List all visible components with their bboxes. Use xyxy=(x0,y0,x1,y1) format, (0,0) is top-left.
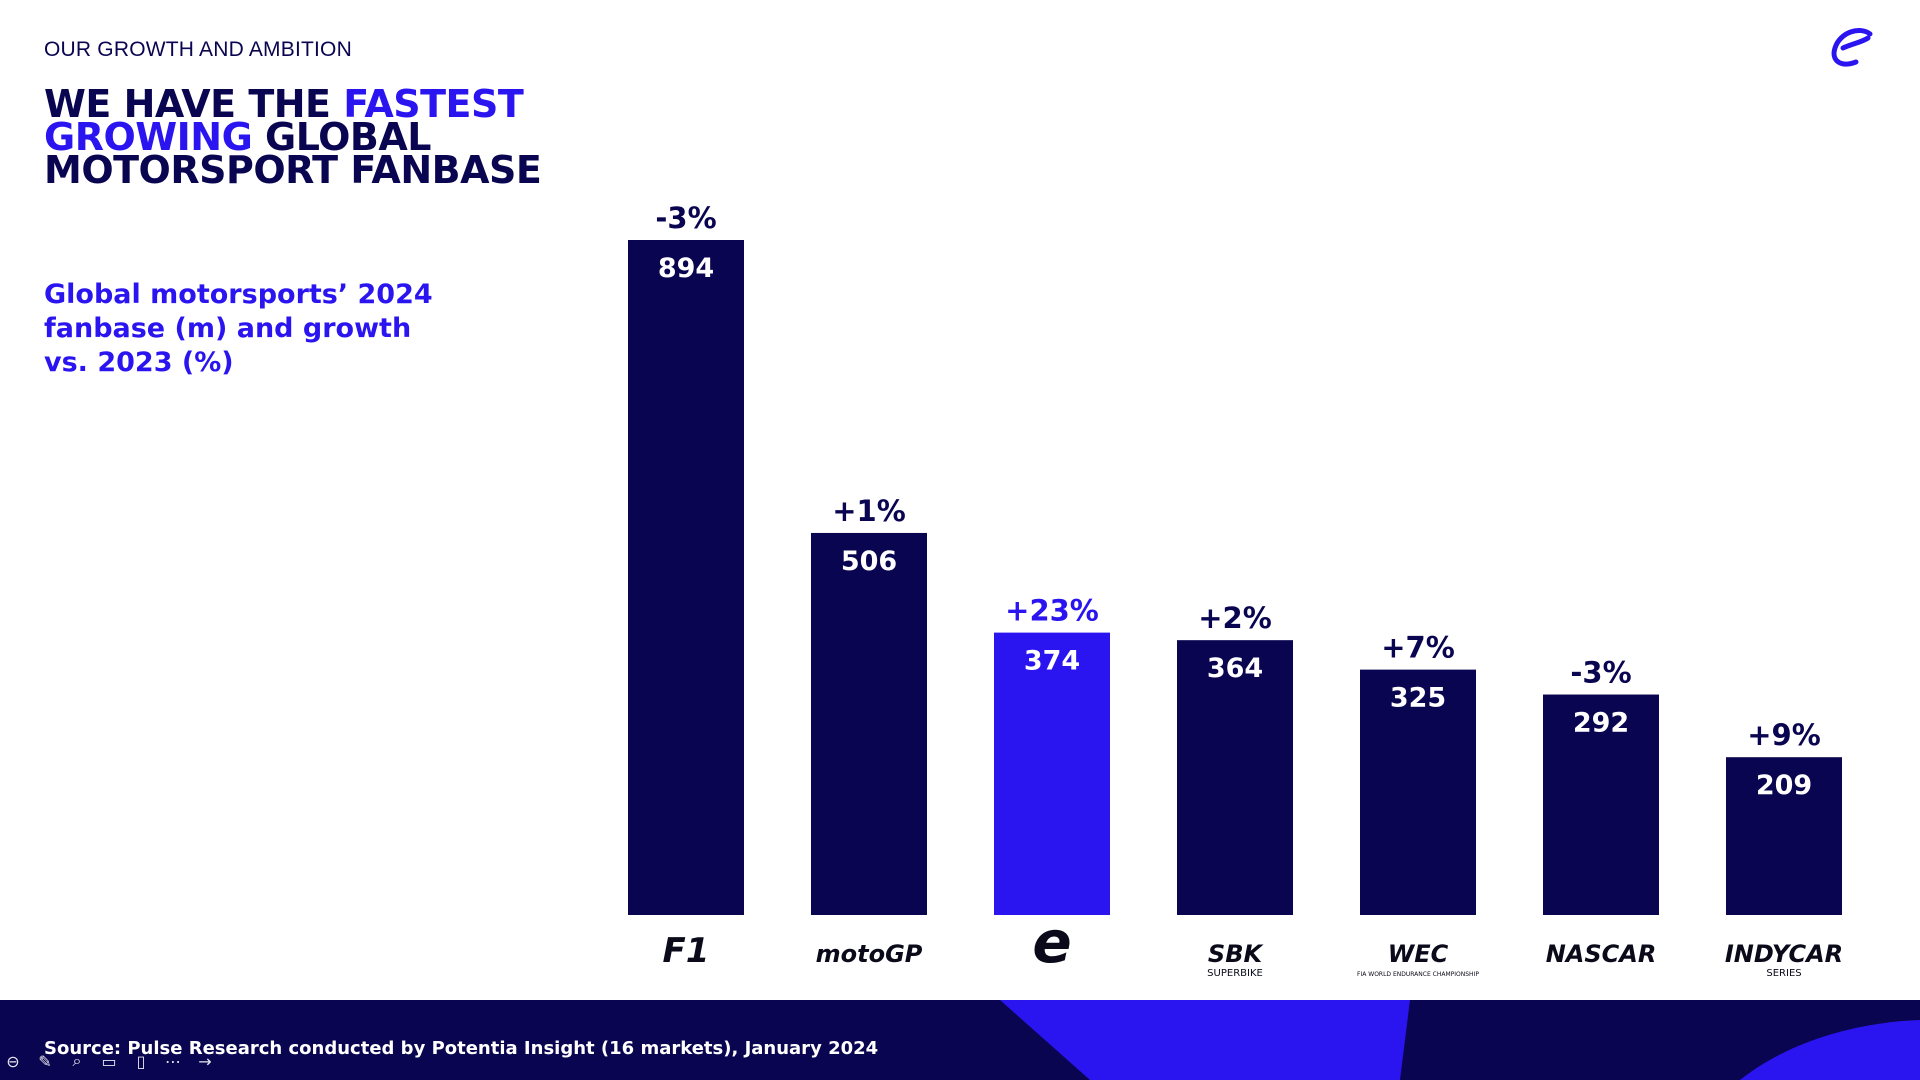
growth-label: +1% xyxy=(832,494,906,528)
category-logo-fia-wec: WEC xyxy=(1388,940,1449,968)
headline-part2: GLOBAL MOTORSPORT FANBASE xyxy=(44,115,542,192)
growth-label: +9% xyxy=(1747,718,1821,752)
bar-formula-e xyxy=(994,632,1110,915)
headline-highlight: FASTEST GROWING xyxy=(44,82,524,159)
next-slide-icon[interactable]: → xyxy=(198,1051,212,1071)
category-logo-indycar-series: INDYCAR xyxy=(1725,940,1843,968)
bar-value-label: 209 xyxy=(1756,770,1812,801)
bar-value-label: 364 xyxy=(1207,653,1263,684)
category-logo-motogp: motoGP xyxy=(816,940,923,968)
bar-value-label: 292 xyxy=(1573,708,1629,739)
category-logo-subtext: FIA WORLD ENDURANCE CHAMPIONSHIP xyxy=(1357,971,1479,978)
footer-band xyxy=(0,1000,1920,1080)
bar-indycar-series xyxy=(1726,757,1842,915)
page-title: WE HAVE THE FASTEST GROWING GLOBAL MOTOR… xyxy=(44,85,644,189)
bar-f1 xyxy=(628,240,744,915)
category-logo-subtext: SUPERBIKE xyxy=(1207,968,1263,979)
source-note: Source: Pulse Research conducted by Pote… xyxy=(44,1038,879,1059)
growth-label: -3% xyxy=(1570,656,1631,690)
bar-nascar xyxy=(1543,694,1659,915)
captions-icon[interactable]: ▭ xyxy=(101,1051,117,1071)
bar-motogp xyxy=(811,532,927,915)
category-logo-subtext: SERIES xyxy=(1766,968,1801,979)
category-logo-nascar: NASCAR xyxy=(1546,940,1657,968)
growth-label: +7% xyxy=(1381,631,1455,665)
headline-part1: WE HAVE THE xyxy=(44,82,344,126)
bar-value-label: 325 xyxy=(1390,683,1446,714)
bar-value-label: 374 xyxy=(1024,646,1080,677)
zoom-icon[interactable]: ⌕ xyxy=(72,1051,82,1070)
presentation-toolbar: ⊖ ✎ ⌕ ▭ ▯ ⋯ → xyxy=(0,1048,218,1078)
more-options-icon[interactable]: ⋯ xyxy=(165,1051,181,1071)
bar-worldsbk xyxy=(1177,640,1293,915)
formula-e-logo-icon xyxy=(1831,28,1873,67)
chart-subtitle: Global motorsports’ 2024 fanbase (m) and… xyxy=(44,279,433,378)
category-logo-formula-e: e xyxy=(1032,908,1071,976)
bar-value-label: 506 xyxy=(841,546,897,577)
section-kicker: OUR GROWTH AND AMBITION xyxy=(44,38,352,61)
bar-fia-wec xyxy=(1360,669,1476,915)
video-icon[interactable]: ▯ xyxy=(136,1051,146,1071)
category-logo-worldsbk: SBK xyxy=(1208,940,1265,968)
fanbase-bar-chart: 894 -3% F1 506 +1% motoGP 374 +23% e 364 +2% SBKSUP… xyxy=(628,201,1843,979)
category-logo-f1: F1 xyxy=(663,931,710,971)
growth-label: +23% xyxy=(1005,594,1099,628)
growth-label: -3% xyxy=(655,201,716,235)
previous-slide-icon[interactable]: ⊖ xyxy=(6,1051,20,1071)
growth-label: +2% xyxy=(1198,601,1272,635)
pen-icon[interactable]: ✎ xyxy=(38,1051,52,1071)
bar-value-label: 894 xyxy=(658,253,714,284)
